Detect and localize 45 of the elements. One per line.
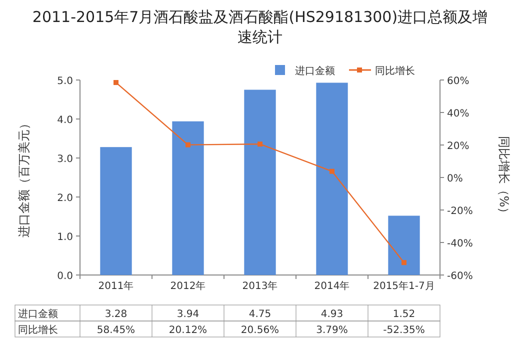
y2-axis-title: 同比增长（%）: [497, 136, 511, 220]
x-tick-label: 2014年: [314, 280, 350, 292]
data-label: 3.28: [104, 309, 128, 320]
y-tick-label: 2.0: [57, 193, 73, 204]
point: [114, 80, 118, 86]
point: [330, 168, 334, 174]
y-tick-label: 1.0: [57, 232, 73, 243]
y2-tick-label: -40%: [447, 238, 473, 250]
data-label: 4.93: [320, 309, 344, 320]
text: 进口金额: [18, 309, 58, 320]
legend-label: 进口金额: [295, 65, 335, 77]
x-tick-label: 2011年: [98, 280, 134, 292]
point: [402, 260, 406, 266]
y-axis-title: 进口金额（百万美元）: [17, 118, 31, 238]
x-tick-label: 2015年1-7月: [373, 280, 435, 292]
y-tick-label: 3.0: [57, 154, 73, 165]
data-label: 1.52: [392, 309, 416, 320]
y2-tick-label: 0%: [447, 174, 463, 184]
data-label: 3.94: [176, 309, 200, 320]
y2-tick-label: 60%: [447, 76, 470, 87]
y-tick-label: 4.0: [57, 115, 73, 126]
y2-tick-label: 40%: [447, 108, 470, 120]
text: 同比增长: [18, 325, 58, 336]
legend-label: 同比增长: [375, 65, 415, 77]
data-label: 20.12%: [168, 325, 208, 336]
bar: [172, 121, 204, 275]
x-tick-label: 2013年: [242, 280, 278, 292]
y-tick-label: 0.0: [57, 271, 73, 282]
point: [186, 142, 190, 148]
data-label: 4.75: [248, 309, 272, 320]
point: [258, 142, 262, 147]
y2-tick-label: -20%: [447, 206, 473, 217]
data-label: 58.45%: [96, 325, 136, 336]
bar: [100, 147, 132, 275]
data-label: 3.79%: [316, 325, 348, 336]
bar: [244, 90, 276, 275]
x-tick-label: 2012年: [170, 280, 206, 292]
data-label: -52.35%: [383, 325, 425, 336]
bar: [316, 82, 348, 275]
title: 2011-2015年7月酒石酸盐及酒石酸酯(HS29181300)进口总额及增速统计: [32, 8, 488, 46]
y2-tick-label: -60%: [447, 271, 473, 282]
data-label: 20.56%: [240, 325, 280, 336]
y-tick-label: 5.0: [57, 76, 73, 87]
bar: [388, 216, 420, 275]
y2-tick-label: 20%: [447, 141, 470, 152]
